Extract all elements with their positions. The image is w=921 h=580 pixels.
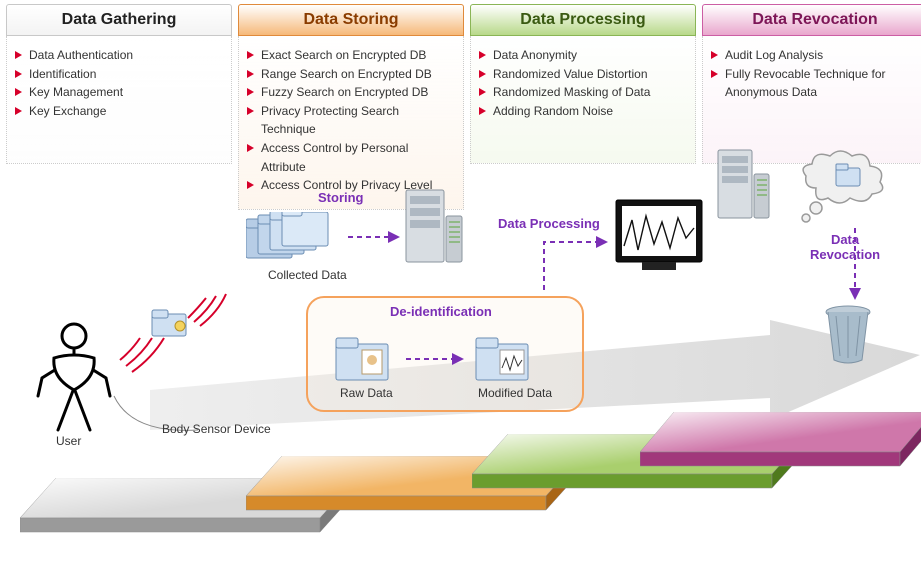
column-header: Data Gathering	[6, 4, 232, 36]
column-2: Data ProcessingData AnonymityRandomized …	[470, 4, 696, 164]
column-item: Adding Random Noise	[479, 102, 687, 121]
column-item: Key Exchange	[15, 102, 223, 121]
column-body: Data AnonymityRandomized Value Distortio…	[470, 36, 696, 164]
column-item: Range Search on Encrypted DB	[247, 65, 455, 84]
column-item: Exact Search on Encrypted DB	[247, 46, 455, 65]
sensor-wire	[112, 394, 202, 444]
column-item: Audit Log Analysis	[711, 46, 919, 65]
column-item: Privacy Protecting Search Technique	[247, 102, 455, 139]
server-revocation-icon	[712, 146, 774, 226]
column-item: Access Control by Personal Attribute	[247, 139, 455, 176]
monitor-chart-icon	[614, 198, 704, 272]
user-icon	[24, 318, 124, 438]
revocation-arrow	[846, 226, 864, 304]
cloud-icon	[796, 148, 896, 228]
slab-3	[640, 412, 921, 484]
column-item: Identification	[15, 65, 223, 84]
column-header: Data Revocation	[702, 4, 921, 36]
user-label: User	[56, 434, 81, 448]
column-header: Data Storing	[238, 4, 464, 36]
column-item: Data Anonymity	[479, 46, 687, 65]
column-item: Data Authentication	[15, 46, 223, 65]
server-storing-icon	[400, 186, 466, 270]
modified-data-icon	[472, 332, 536, 384]
column-3: Data RevocationAudit Log AnalysisFully R…	[702, 4, 921, 164]
column-body: Exact Search on Encrypted DBRange Search…	[238, 36, 464, 210]
data-processing-label: Data Processing	[498, 216, 600, 231]
storing-label: Storing	[318, 190, 364, 205]
raw-data-icon	[332, 332, 396, 384]
modified-data-label: Modified Data	[478, 386, 552, 400]
column-item: Fuzzy Search on Encrypted DB	[247, 83, 455, 102]
column-item: Fully Revocable Technique for Anonymous …	[711, 65, 919, 102]
collected-data-icon	[246, 212, 346, 272]
column-item: Key Management	[15, 83, 223, 102]
column-header: Data Processing	[470, 4, 696, 36]
column-0: Data GatheringData AuthenticationIdentif…	[6, 4, 232, 164]
column-body: Audit Log AnalysisFully Revocable Techni…	[702, 36, 921, 164]
column-body: Data AuthenticationIdentificationKey Man…	[6, 36, 232, 164]
raw-data-label: Raw Data	[340, 386, 393, 400]
trash-icon	[820, 302, 876, 366]
body-sensor-icon	[150, 306, 190, 340]
deid-label: De-identification	[390, 304, 492, 319]
column-item: Randomized Masking of Data	[479, 83, 687, 102]
collected-data-label: Collected Data	[268, 268, 347, 282]
storing-arrow	[346, 228, 402, 246]
column-1: Data StoringExact Search on Encrypted DB…	[238, 4, 464, 210]
processing-arrow	[538, 232, 610, 296]
deid-arrow	[404, 350, 466, 368]
body-sensor-label: Body Sensor Device	[162, 422, 271, 436]
column-item: Randomized Value Distortion	[479, 65, 687, 84]
